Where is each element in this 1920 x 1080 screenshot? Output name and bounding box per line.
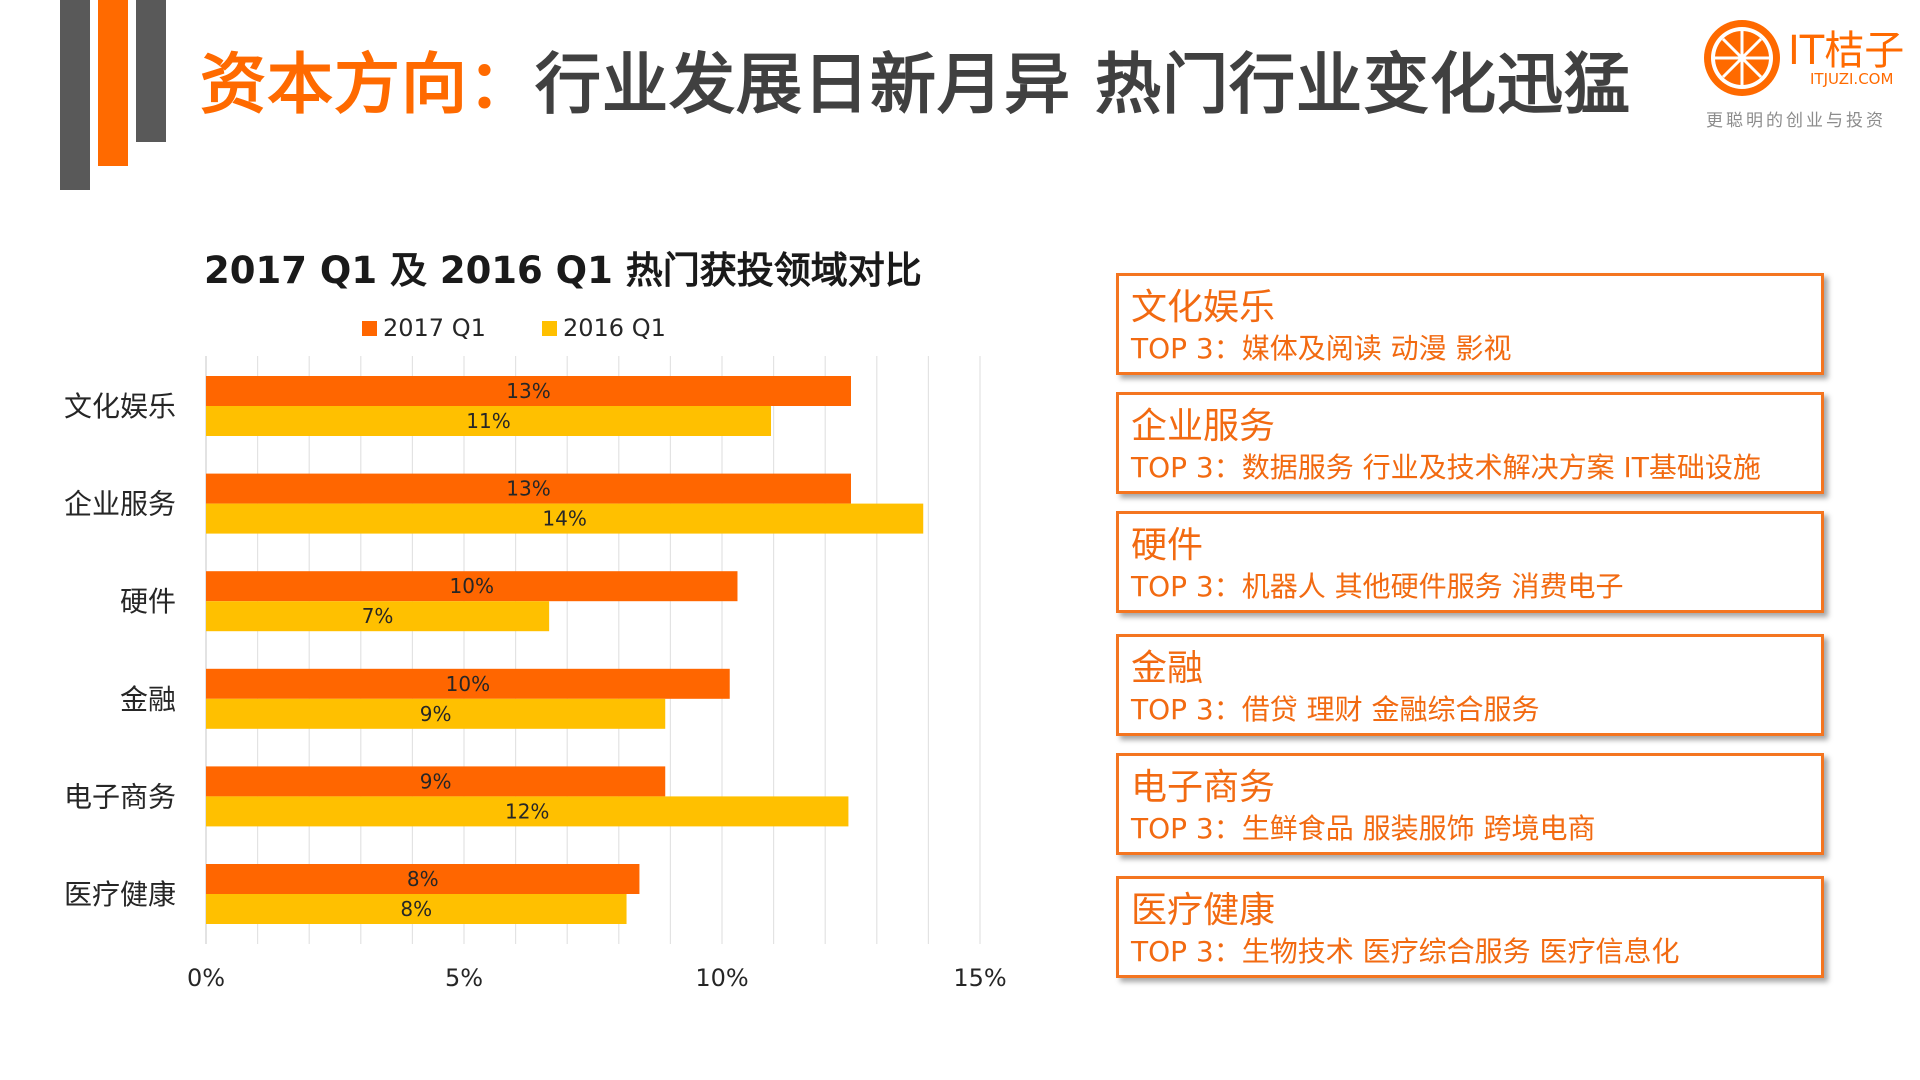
legend-item-2016: 2016 Q1 xyxy=(542,310,666,346)
data-label: 9% xyxy=(420,769,452,793)
category-label: 金融 xyxy=(120,683,176,716)
legend-swatch-2016 xyxy=(542,320,557,336)
card-top3: TOP 3：借贷 理财 金融综合服务 xyxy=(1131,693,1540,726)
x-tick-label: 15% xyxy=(953,964,1006,992)
card-title: 文化娱乐 xyxy=(1131,287,1276,328)
data-label: 13% xyxy=(506,477,550,501)
card-top3: TOP 3：生物技术 医疗综合服务 医疗信息化 xyxy=(1131,935,1680,968)
card-top3: TOP 3：生鲜食品 服装服饰 跨境电商 xyxy=(1131,812,1596,845)
card-title: 金融 xyxy=(1131,648,1204,689)
data-label: 14% xyxy=(542,507,586,531)
card-title: 硬件 xyxy=(1131,525,1204,566)
data-label: 7% xyxy=(362,604,394,628)
bar-2016 xyxy=(206,698,666,729)
card-top3: TOP 3：机器人 其他硬件服务 消费电子 xyxy=(1131,570,1624,603)
bar-chart: 0% 5% 10% 15% 文化娱乐 13% 11% 企业服务 13% 14% 硬件 10% 7% 金融 1… xyxy=(64,356,1007,992)
data-label: 8% xyxy=(407,867,439,891)
x-tick-label: 10% xyxy=(695,964,748,992)
bar-2017 xyxy=(206,376,851,406)
data-label: 11% xyxy=(466,409,510,433)
logo-domain: ITJUZI.COM xyxy=(1810,70,1894,88)
slide-title-main: 行业发展日新月异 热门行业变化迅猛 xyxy=(535,46,1631,123)
legend-item-2017: 2017 Q1 xyxy=(362,310,486,346)
data-label: 12% xyxy=(505,799,549,823)
data-label: 13% xyxy=(506,379,550,403)
bar-2016 xyxy=(206,406,772,436)
card-title: 企业服务 xyxy=(1131,406,1276,447)
decor-bar-orange xyxy=(98,0,128,166)
logo-name: IT桔子 xyxy=(1788,28,1905,74)
bar-2016 xyxy=(206,894,627,924)
bar-2016 xyxy=(206,796,849,827)
bar-2016 xyxy=(206,601,550,632)
legend-label-2016: 2016 Q1 xyxy=(563,314,666,342)
card-finance: 金融 TOP 3：借贷 理财 金融综合服务 xyxy=(1116,634,1824,736)
slide-title-accent: 资本方向： xyxy=(200,46,535,123)
card-title: 医疗健康 xyxy=(1131,890,1276,931)
data-label: 10% xyxy=(450,574,494,598)
orange-slice-icon xyxy=(1704,20,1780,96)
bar-2017 xyxy=(206,864,640,894)
x-tick-label: 0% xyxy=(187,964,225,992)
data-label: 10% xyxy=(446,672,490,696)
category-label: 硬件 xyxy=(120,585,176,618)
chart-title: 2017 Q1 及 2016 Q1 热门获投领域对比 xyxy=(204,249,922,292)
category-label: 文化娱乐 xyxy=(64,390,176,423)
slide-title: 资本方向：行业发展日新月异 热门行业变化迅猛 xyxy=(200,40,1631,130)
bar-2016 xyxy=(206,503,924,534)
category-label: 企业服务 xyxy=(64,488,176,521)
category-label: 电子商务 xyxy=(64,780,176,813)
bar-2017 xyxy=(206,668,730,699)
decor-bar-dark-2 xyxy=(136,0,166,142)
card-title: 电子商务 xyxy=(1131,767,1276,808)
bar-2017 xyxy=(206,571,738,602)
itjuzi-logo: IT桔子 ITJUZI.COM 更聪明的创业与投资 xyxy=(1700,16,1910,136)
card-enterprise-services: 企业服务 TOP 3：数据服务 行业及技术解决方案 IT基础设施 xyxy=(1116,392,1824,494)
card-hardware: 硬件 TOP 3：机器人 其他硬件服务 消费电子 xyxy=(1116,511,1824,613)
card-culture-entertainment: 文化娱乐 TOP 3：媒体及阅读 动漫 影视 xyxy=(1116,273,1824,375)
legend-swatch-2017 xyxy=(362,320,377,336)
card-healthcare: 医疗健康 TOP 3：生物技术 医疗综合服务 医疗信息化 xyxy=(1116,876,1824,978)
bar-2017 xyxy=(206,766,666,797)
card-top3: TOP 3：媒体及阅读 动漫 影视 xyxy=(1131,332,1512,365)
card-ecommerce: 电子商务 TOP 3：生鲜食品 服装服饰 跨境电商 xyxy=(1116,753,1824,855)
data-label: 9% xyxy=(420,702,452,726)
x-tick-label: 5% xyxy=(445,964,483,992)
decor-bar-dark-1 xyxy=(60,0,90,190)
category-label: 医疗健康 xyxy=(64,878,176,911)
bar-2017 xyxy=(206,473,851,504)
legend-label-2017: 2017 Q1 xyxy=(383,314,486,342)
card-top3: TOP 3：数据服务 行业及技术解决方案 IT基础设施 xyxy=(1131,451,1761,484)
data-label: 8% xyxy=(400,897,432,921)
logo-slogan: 更聪明的创业与投资 xyxy=(1706,111,1886,131)
